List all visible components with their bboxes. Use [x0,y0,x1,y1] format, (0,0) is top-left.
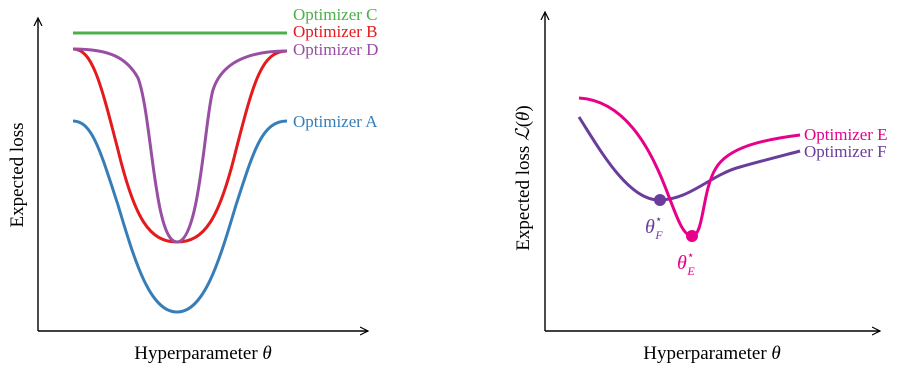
theta-star-e-label: θ⋆ E [677,248,695,278]
legend-optimizer-d: Optimizer D [293,40,378,59]
left-y-axis-label: Expected loss [7,122,28,227]
legend-optimizer-b: Optimizer B [293,22,378,41]
minimum-marker-e [686,230,698,242]
left-x-axis-label: Hyperparameter θ [134,343,272,364]
right-y-axis-label: Expected loss ℒ(θ) [513,105,534,250]
curve-optimizer-f [577,116,801,202]
curve-optimizer-d [72,47,288,244]
legend-optimizer-f: Optimizer F [804,142,887,161]
curve-optimizer-b [72,47,288,244]
theta-star-f-label: θ⋆ F [645,212,663,242]
minimum-marker-f [654,194,666,206]
left-panel: Optimizer C Optimizer B Optimizer D Opti… [7,5,378,364]
legend-optimizer-c: Optimizer C [293,5,378,24]
curve-optimizer-a [72,119,288,314]
right-x-axis-label: Hyperparameter θ [643,343,781,364]
legend-optimizer-a: Optimizer A [293,112,378,131]
right-panel: θ⋆ F θ⋆ E Optimizer E Optimizer F Expected… [513,12,888,364]
legend-optimizer-e: Optimizer E [804,125,888,144]
